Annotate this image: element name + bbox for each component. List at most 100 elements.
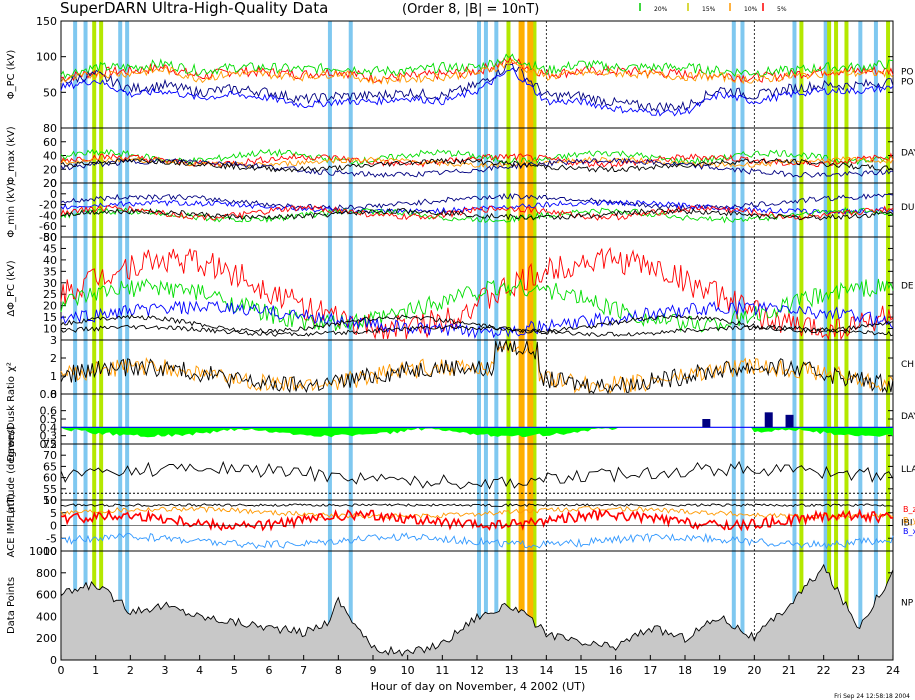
x-tick-label: 5 xyxy=(231,664,238,677)
x-tick-label: 1 xyxy=(92,664,99,677)
x-tick-label: 14 xyxy=(539,664,553,677)
y-tick-label: 150 xyxy=(36,15,57,28)
series-line xyxy=(60,204,894,221)
side-label: LLA xyxy=(901,465,915,475)
x-tick-label: 12 xyxy=(470,664,484,677)
y-tick-label: 0 xyxy=(50,177,57,190)
series-line xyxy=(60,56,894,84)
series-line xyxy=(60,63,894,113)
data-points-area xyxy=(60,563,894,661)
side-label: DU xyxy=(901,203,915,213)
series-line xyxy=(60,314,894,334)
y-tick-label: 0.4 xyxy=(40,421,58,434)
side-label: NP xyxy=(901,599,914,609)
series-line xyxy=(60,278,894,333)
series-line xyxy=(60,157,894,178)
y-tick-label: 30 xyxy=(43,277,57,290)
y-tick-label: 1 xyxy=(50,370,57,383)
y-axis-label: Dawn/Dusk Ratio xyxy=(6,376,17,462)
y-tick-label: 2 xyxy=(50,352,57,365)
x-tick-label: 3 xyxy=(162,664,169,677)
series-line xyxy=(60,156,894,169)
figure-subtitle: (Order 8, |B| = 10nT) xyxy=(402,2,539,17)
y-tick-label: 50 xyxy=(43,231,57,244)
y-tick-label: 60 xyxy=(43,136,57,149)
x-tick-label: 23 xyxy=(851,664,865,677)
series-line xyxy=(60,59,894,85)
y-tick-label: 50 xyxy=(43,494,57,507)
y-tick-label: -5 xyxy=(46,532,57,545)
y-tick-label: 200 xyxy=(36,632,57,645)
series-line xyxy=(60,340,894,394)
y-tick-label: 35 xyxy=(43,265,57,278)
y-tick-label: 800 xyxy=(36,567,57,580)
y-tick-label: -20 xyxy=(39,199,57,212)
ratio-bar xyxy=(764,412,773,428)
y-tick-label: 75 xyxy=(43,438,57,451)
side-label: PO xyxy=(901,68,914,78)
series-line xyxy=(60,247,894,341)
y-tick-label: 600 xyxy=(36,589,57,602)
y-tick-label: 0 xyxy=(50,654,57,667)
x-tick-label: 6 xyxy=(266,664,273,677)
y-tick-label: 3 xyxy=(50,334,57,347)
x-tick-label: 10 xyxy=(401,664,415,677)
legend-label: 5% xyxy=(777,6,787,13)
x-tick-label: 19 xyxy=(713,664,727,677)
side-label: PO xyxy=(901,78,914,88)
y-tick-label: 50 xyxy=(43,86,57,99)
y-tick-label: 0.3 xyxy=(40,430,58,443)
y-axis-label: χ² xyxy=(6,362,17,372)
y-tick-label: 10 xyxy=(43,323,57,336)
panel-points: 0 200 400 600 800 1000 Data Points NP xyxy=(6,545,914,667)
y-tick-label: 0.8 xyxy=(40,388,58,401)
x-tick-label: 16 xyxy=(609,664,623,677)
x-tick-label: 11 xyxy=(435,664,449,677)
x-tick-label: 24 xyxy=(886,664,900,677)
x-tick-label: 22 xyxy=(817,664,831,677)
series-line xyxy=(60,207,894,221)
y-tick-label: 10 xyxy=(43,494,57,507)
series-line xyxy=(60,148,894,165)
y-tick-label: 0.6 xyxy=(40,405,58,418)
y-axis-label: Φ_max (kV) xyxy=(6,126,17,184)
legend-label: 10% xyxy=(744,6,758,13)
y-tick-label: 20 xyxy=(43,300,57,313)
imf-component-label: B_x xyxy=(903,527,915,536)
panel-ratio: 0.20.30.40.50.6 0.8 Dawn/Dusk Ratio DAY xyxy=(6,376,915,462)
ratio-bar xyxy=(702,419,711,428)
y-tick-label: 15 xyxy=(43,311,57,324)
side-label: DE xyxy=(901,282,914,292)
y-axis-label: Latitude (degrees) xyxy=(6,426,17,518)
x-tick-label: 18 xyxy=(678,664,692,677)
x-tick-label: 0 xyxy=(58,664,65,677)
x-tick-label: 20 xyxy=(747,664,761,677)
series-line xyxy=(60,339,894,395)
series-line xyxy=(60,324,894,337)
x-axis-label: Hour of day on November, 4 2002 (UT) xyxy=(371,680,586,693)
legend-label: 20% xyxy=(654,6,668,13)
legend-label: 15% xyxy=(702,6,716,13)
series-line xyxy=(60,460,894,490)
series-line xyxy=(60,157,894,173)
y-tick-label: 80 xyxy=(43,122,57,135)
y-tick-label: 0.5 xyxy=(40,413,58,426)
y-tick-label: 70 xyxy=(43,449,57,462)
x-tick-label: 13 xyxy=(505,664,519,677)
y-tick-label: 55 xyxy=(43,483,57,496)
y-tick-label: -80 xyxy=(39,231,57,244)
y-axis-label: Φ_min (kV) xyxy=(6,182,17,237)
y-tick-label: -40 xyxy=(39,209,57,222)
series-line xyxy=(60,206,894,224)
ratio-bar xyxy=(785,414,794,428)
side-label: DAY xyxy=(901,149,915,159)
x-axis: 0 1 2 3 4 5 6 7 8 9 10 11 12 13 14 15 16 17 18 19 20 21 22 23 24 xyxy=(58,655,900,677)
series-line xyxy=(60,505,894,521)
imf-component-label: B_z xyxy=(903,505,915,514)
